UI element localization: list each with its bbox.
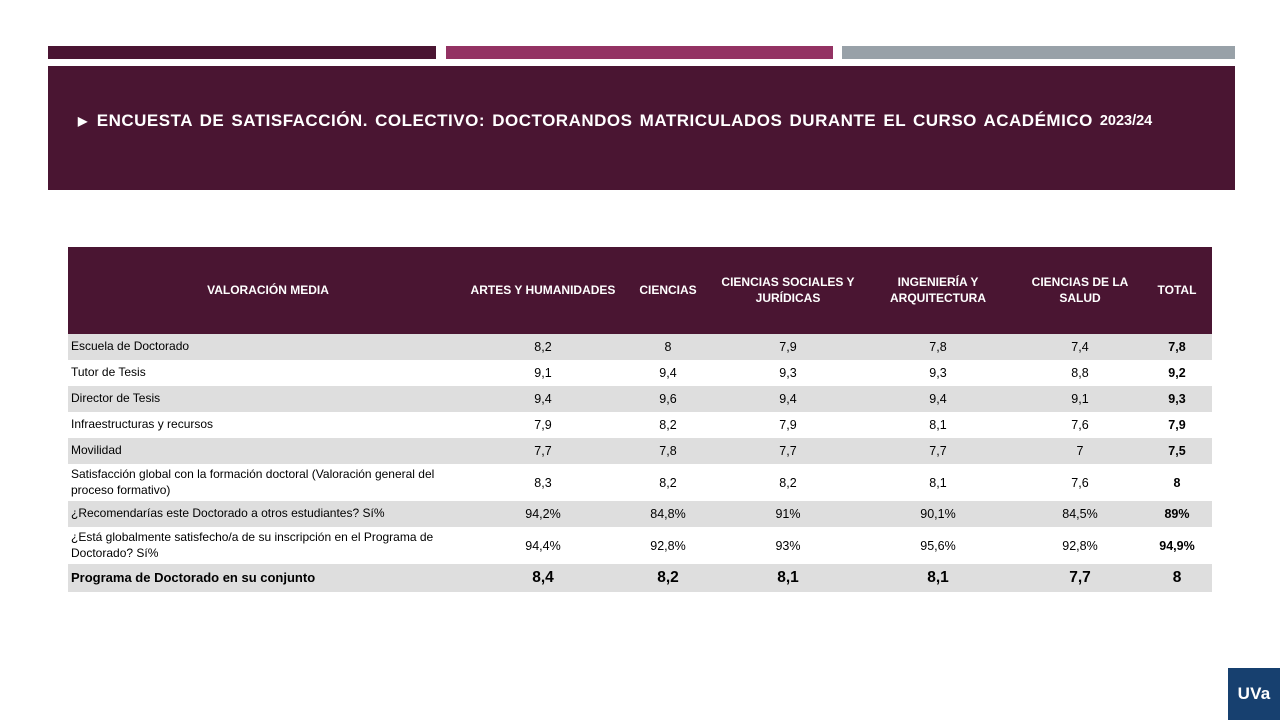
cell-value: 8,1 [777,569,799,587]
row-label: Tutor de Tesis [71,365,146,380]
cell-value: 7,8 [659,444,677,458]
cell-value: 90,1% [920,507,956,522]
cell-value: 7,9 [1168,418,1186,432]
row-label: Programa de Doctorado en su conjunto [71,569,316,585]
cell-value: 8 [1172,569,1182,587]
cell-value: 8,2 [659,475,677,490]
cell-value: 89% [1164,507,1190,522]
cell-value: 84,5% [1062,507,1098,522]
row-label: Satisfacción global con la formación doc… [71,467,435,497]
cell-value: 7,5 [1168,444,1186,458]
cell-value: 94,4% [525,538,561,553]
column-header: INGENIERÍA Y ARQUITECTURA [890,274,986,305]
cell-value: 94,2% [525,507,561,522]
row-label: ¿Recomendarías este Doctorado a otros es… [71,506,385,521]
title-banner: ▶ ENCUESTA DE SATISFACCIÓN. COLECTIVO: D… [48,66,1235,190]
cell-value: 92,8% [650,538,686,553]
satisfaction-table: VALORACIÓN MEDIA ARTES Y HUMANIDADES CIENC… [68,247,1212,593]
academic-year: 2023/24 [1099,113,1153,129]
cell-value: 8,2 [779,475,797,490]
table-row: ¿Recomendarías este Doctorado a otros es… [68,501,1212,528]
cell-value: 9,3 [779,366,797,380]
page-title: ▶ ENCUESTA DE SATISFACCIÓN. COLECTIVO: D… [48,111,1152,131]
cell-value: 9,1 [534,366,552,380]
cell-value: 93% [775,538,801,553]
cell-value: 8,2 [659,418,677,432]
cell-value: 9,3 [1168,392,1186,406]
table-header-row: VALORACIÓN MEDIA ARTES Y HUMANIDADES CIENC… [68,247,1212,334]
cell-value: 7,7 [1069,569,1091,587]
row-label: Escuela de Doctorado [71,339,190,354]
cell-value: 7,9 [779,340,797,354]
table-row: Director de Tesis 9,4 9,6 9,4 9,4 9,1 9,3 [68,386,1212,412]
accent-bar-maroon [48,46,436,59]
cell-value: 8,8 [1071,366,1089,380]
cell-value: 95,6% [920,538,956,553]
column-header: VALORACIÓN MEDIA [207,282,329,297]
column-header: ARTES Y HUMANIDADES [470,282,616,297]
cell-value: 8 [1173,475,1181,490]
cell-value: 9,4 [659,366,677,380]
table-row: Movilidad 7,7 7,8 7,7 7,7 7 7,5 [68,438,1212,464]
cell-value: 8 [664,340,672,354]
cell-value: 7,7 [534,444,552,458]
column-header: TOTAL [1157,282,1197,297]
cell-value: 7,7 [929,444,947,458]
cell-value: 7,7 [779,444,797,458]
cell-value: 8,2 [657,569,679,587]
cell-value: 7,6 [1071,418,1089,432]
page-title-text: ENCUESTA DE SATISFACCIÓN. COLECTIVO: DOC… [96,111,1093,130]
cell-value: 7,6 [1071,475,1089,490]
cell-value: 8,4 [532,569,554,587]
table-body: Escuela de Doctorado 8,2 8 7,9 7,8 7,4 7,8 Tuto… [68,334,1212,593]
row-label: Movilidad [71,443,122,458]
cell-value: 7,8 [929,340,947,354]
table-row: Escuela de Doctorado 8,2 8 7,9 7,8 7,4 7,8 [68,334,1212,360]
cell-value: 9,4 [779,392,797,406]
cell-value: 8,1 [929,418,947,432]
cell-value: 8,2 [534,340,552,354]
accent-bar-steel [842,46,1235,59]
arrow-bullet-icon: ▶ [78,114,88,128]
cell-value: 9,2 [1168,366,1186,380]
cell-value: 7,9 [534,418,552,432]
accent-bar-magenta [446,46,833,59]
cell-value: 91% [775,507,801,522]
cell-value: 9,4 [534,392,552,406]
table-row: Infraestructuras y recursos 7,9 8,2 7,9 8,1 7… [68,412,1212,438]
cell-value: 7,8 [1168,340,1186,354]
cell-value: 8,3 [534,475,552,490]
cell-value: 7,4 [1071,340,1089,354]
cell-value: 92,8% [1062,538,1098,553]
cell-value: 8,1 [927,569,949,587]
row-label: Director de Tesis [71,391,161,406]
table-row: Programa de Doctorado en su conjunto 8,4 8… [68,564,1212,593]
cell-value: 9,4 [929,392,947,406]
uva-logo-text: UVa [1237,684,1271,703]
table-row: Tutor de Tesis 9,1 9,4 9,3 9,3 8,8 9,2 [68,360,1212,386]
cell-value: 8,1 [929,475,947,490]
cell-value: 7 [1076,444,1084,458]
cell-value: 9,3 [929,366,947,380]
column-header: CIENCIAS [639,282,697,297]
table-row: Satisfacción global con la formación doc… [68,464,1212,502]
cell-value: 84,8% [650,507,686,522]
table-row: ¿Está globalmente satisfecho/a de su ins… [68,527,1212,565]
cell-value: 9,1 [1071,392,1089,406]
row-label: Infraestructuras y recursos [71,417,214,432]
cell-value: 94,9% [1159,538,1195,553]
column-header: CIENCIAS DE LA SALUD [1031,274,1129,305]
cell-value: 7,9 [779,418,797,432]
column-header: CIENCIAS SOCIALES Y JURÍDICAS [721,274,855,305]
cell-value: 9,6 [659,392,677,406]
uva-logo: UVa [1228,668,1280,720]
row-label: ¿Está globalmente satisfecho/a de su ins… [71,530,434,560]
